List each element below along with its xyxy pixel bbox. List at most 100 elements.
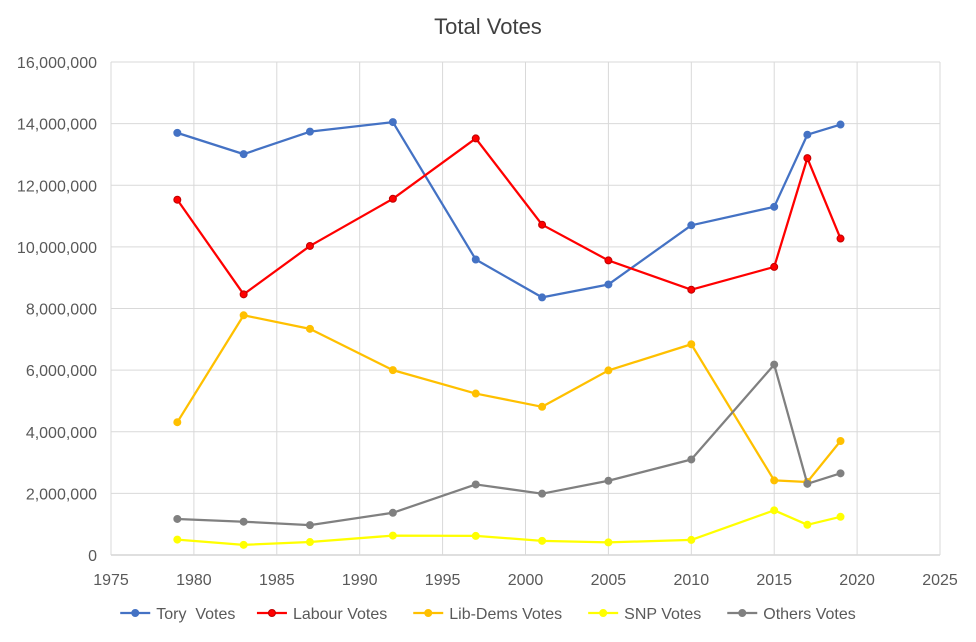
y-tick-label: 6,000,000 bbox=[26, 363, 97, 380]
data-point bbox=[471, 389, 480, 398]
y-tick-label: 12,000,000 bbox=[17, 178, 97, 195]
legend-label: Labour Votes bbox=[293, 606, 387, 623]
data-point bbox=[836, 469, 845, 478]
legend-marker bbox=[599, 609, 608, 617]
y-tick-label: 8,000,000 bbox=[26, 302, 97, 319]
data-point bbox=[173, 195, 182, 204]
x-tick-label: 2005 bbox=[591, 572, 627, 589]
data-point bbox=[305, 241, 314, 250]
x-tick-label: 2000 bbox=[508, 572, 544, 589]
data-point bbox=[305, 324, 314, 333]
x-tick-label: 1995 bbox=[425, 572, 461, 589]
data-point bbox=[604, 280, 613, 289]
y-tick-label: 0 bbox=[88, 548, 97, 565]
data-point bbox=[836, 234, 845, 243]
x-tick-label: 2020 bbox=[839, 572, 875, 589]
x-tick-label: 1985 bbox=[259, 572, 295, 589]
data-point bbox=[836, 120, 845, 129]
data-point bbox=[538, 489, 547, 498]
data-point bbox=[471, 531, 480, 540]
x-tick-label: 1990 bbox=[342, 572, 378, 589]
series-tory-votes bbox=[173, 118, 845, 302]
legend-marker bbox=[738, 609, 747, 617]
data-point bbox=[687, 535, 696, 544]
data-point bbox=[239, 150, 248, 159]
chart-title: Total Votes bbox=[434, 14, 542, 39]
data-point bbox=[239, 290, 248, 299]
data-point bbox=[770, 476, 779, 485]
data-point bbox=[173, 128, 182, 137]
data-point bbox=[239, 540, 248, 549]
legend-item: SNP Votes bbox=[588, 606, 701, 623]
x-tick-label: 2025 bbox=[922, 572, 958, 589]
data-point bbox=[803, 479, 812, 488]
data-point bbox=[305, 521, 314, 530]
axis-tick-labels: 0 2,000,000 4,000,000 6,000,000 8,000,000 10,… bbox=[17, 55, 958, 589]
data-point bbox=[604, 256, 613, 265]
y-tick-label: 4,000,000 bbox=[26, 425, 97, 442]
data-point bbox=[770, 202, 779, 211]
legend-label: Lib-Dems Votes bbox=[449, 606, 562, 623]
data-point bbox=[538, 220, 547, 229]
data-point bbox=[388, 508, 397, 517]
data-point bbox=[770, 506, 779, 515]
data-point bbox=[687, 455, 696, 464]
series-group bbox=[173, 118, 845, 549]
legend: Tory Votes Labour Votes Lib-Dems Votes SNP … bbox=[120, 606, 856, 623]
data-point bbox=[687, 285, 696, 294]
data-point bbox=[803, 154, 812, 163]
data-point bbox=[388, 531, 397, 540]
data-point bbox=[388, 118, 397, 127]
data-point bbox=[239, 311, 248, 320]
data-point bbox=[604, 538, 613, 547]
data-point bbox=[305, 127, 314, 136]
data-point bbox=[471, 480, 480, 489]
legend-label: Others Votes bbox=[763, 606, 856, 623]
data-point bbox=[173, 514, 182, 523]
data-point bbox=[604, 476, 613, 485]
data-point bbox=[305, 538, 314, 547]
data-point bbox=[239, 517, 248, 526]
series-snp-votes bbox=[173, 506, 845, 549]
data-point bbox=[836, 436, 845, 445]
series-others-votes bbox=[173, 360, 845, 530]
x-tick-label: 2010 bbox=[674, 572, 710, 589]
data-point bbox=[471, 255, 480, 264]
x-tick-label: 2015 bbox=[756, 572, 792, 589]
x-tick-label: 1975 bbox=[93, 572, 129, 589]
legend-item: Others Votes bbox=[727, 606, 856, 623]
data-point bbox=[604, 366, 613, 375]
legend-marker bbox=[267, 609, 276, 617]
data-point bbox=[687, 221, 696, 230]
x-tick-label: 1980 bbox=[176, 572, 212, 589]
legend-item: Labour Votes bbox=[256, 606, 387, 623]
data-point bbox=[687, 340, 696, 349]
legend-item: Tory Votes bbox=[120, 606, 235, 623]
data-point bbox=[471, 134, 480, 143]
data-point bbox=[173, 535, 182, 544]
data-point bbox=[538, 536, 547, 545]
y-tick-label: 10,000,000 bbox=[17, 240, 97, 257]
legend-marker bbox=[424, 609, 433, 617]
series-labour-votes bbox=[173, 134, 845, 299]
legend-item: Lib-Dems Votes bbox=[413, 606, 562, 623]
data-point bbox=[538, 293, 547, 302]
y-tick-label: 16,000,000 bbox=[17, 55, 97, 72]
data-point bbox=[770, 262, 779, 271]
data-point bbox=[388, 366, 397, 375]
data-point bbox=[388, 194, 397, 203]
legend-label: Tory Votes bbox=[156, 606, 235, 623]
data-point bbox=[836, 512, 845, 521]
data-point bbox=[803, 130, 812, 139]
y-tick-label: 2,000,000 bbox=[26, 486, 97, 503]
data-point bbox=[770, 360, 779, 369]
data-point bbox=[173, 418, 182, 427]
data-point bbox=[803, 520, 812, 529]
y-tick-label: 14,000,000 bbox=[17, 117, 97, 134]
gridlines bbox=[110, 61, 941, 556]
legend-label: SNP Votes bbox=[624, 606, 701, 623]
data-point bbox=[538, 402, 547, 411]
